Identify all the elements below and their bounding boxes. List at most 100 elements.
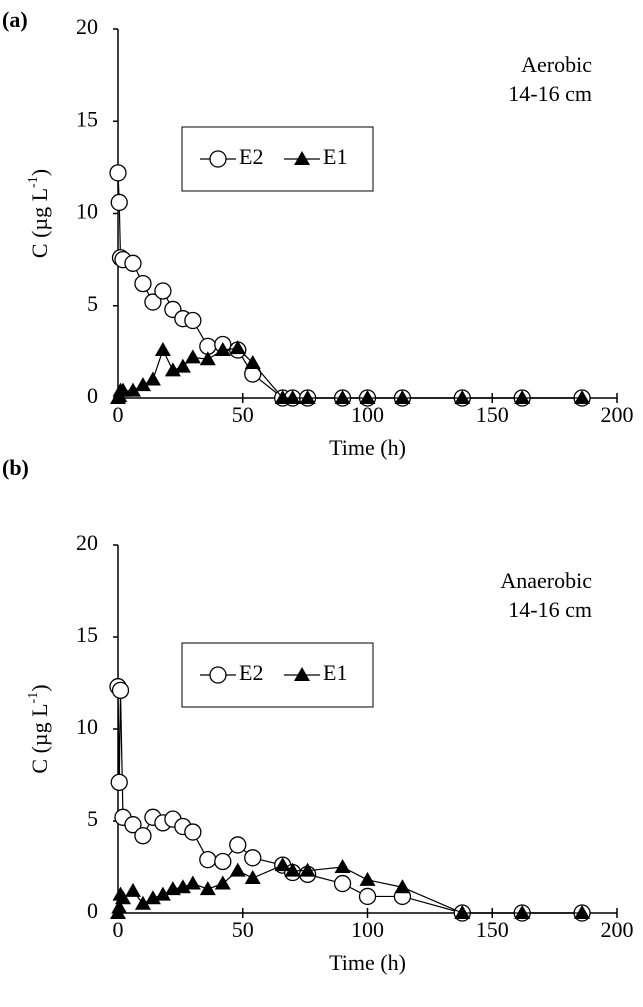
marker-circle	[184, 311, 202, 330]
y-axis-label-superscript: -1	[26, 692, 41, 704]
marker-triangle	[514, 905, 531, 919]
marker-triangle	[114, 890, 131, 905]
marker-circle	[184, 823, 202, 841]
legend-label: E2	[239, 144, 263, 169]
y-axis-label: C (µg L-1)	[26, 169, 52, 258]
y-axis-label-text: C (µg L	[27, 703, 52, 773]
marker-triangle	[154, 342, 171, 357]
legend-marker	[209, 666, 227, 684]
marker-triangle	[334, 859, 351, 873]
x-tick-label: 0	[113, 917, 124, 942]
marker-triangle	[214, 342, 231, 357]
y-tick-label: 10	[76, 199, 98, 224]
series-line	[117, 347, 583, 399]
y-tick-label: 10	[76, 714, 98, 739]
marker-triangle	[244, 354, 261, 369]
legend-marker	[294, 151, 310, 165]
y-tick-label: 5	[87, 806, 98, 831]
marker-triangle	[124, 882, 141, 897]
marker-triangle	[284, 390, 301, 404]
x-tick-label: 150	[476, 917, 509, 942]
panel-label: (a)	[2, 7, 28, 32]
y-tick-label: 15	[76, 106, 98, 131]
annotation: 14-16 cm	[508, 81, 592, 106]
marker-triangle	[359, 390, 376, 404]
x-tick-label: 50	[232, 917, 254, 942]
annotation: Anaerobic	[500, 568, 592, 593]
y-tick-label: 0	[87, 383, 98, 408]
y-axis-label: C (µg L-1)	[26, 684, 52, 773]
legend-marker	[294, 667, 310, 681]
marker-triangle	[184, 349, 201, 364]
marker-triangle	[274, 857, 291, 872]
x-tick-label: 0	[113, 402, 124, 427]
marker-triangle	[574, 390, 591, 404]
y-axis-label-text: C (µg L	[27, 188, 52, 258]
panel-label: (b)	[2, 455, 29, 480]
y-tick-label: 5	[87, 291, 98, 316]
marker-circle	[109, 164, 127, 182]
marker-triangle	[359, 871, 376, 886]
marker-triangle	[144, 890, 161, 905]
marker-circle	[199, 850, 217, 869]
marker-triangle	[174, 879, 191, 894]
marker-triangle	[174, 358, 191, 373]
marker-circle	[124, 816, 142, 834]
series-line	[117, 172, 583, 399]
marker-triangle	[199, 351, 216, 366]
marker-triangle	[299, 862, 316, 877]
marker-triangle	[394, 879, 411, 894]
marker-circle	[244, 849, 262, 867]
marker-triangle	[164, 362, 181, 377]
legend-label: E2	[239, 660, 263, 685]
marker-circle	[333, 874, 352, 893]
marker-circle	[111, 681, 130, 700]
marker-circle	[154, 282, 172, 300]
marker-triangle	[334, 390, 351, 404]
marker-triangle	[214, 875, 231, 890]
marker-triangle	[144, 371, 161, 386]
annotation: Aerobic	[521, 52, 592, 77]
marker-triangle	[134, 377, 151, 392]
marker-triangle	[394, 390, 411, 404]
marker-triangle	[284, 862, 301, 877]
legend-label: E1	[323, 144, 347, 169]
marker-triangle	[514, 390, 531, 404]
marker-circle	[358, 887, 377, 906]
x-axis-label: Time (h)	[329, 950, 406, 975]
marker-circle	[134, 274, 152, 293]
legend-marker	[209, 150, 227, 168]
marker-triangle	[184, 875, 201, 890]
marker-circle	[124, 254, 142, 272]
y-tick-label: 0	[87, 898, 98, 923]
x-tick-label: 200	[601, 917, 634, 942]
marker-circle	[110, 193, 128, 212]
series-line	[117, 686, 583, 914]
marker-triangle	[199, 881, 216, 896]
marker-triangle	[134, 895, 151, 910]
marker-triangle	[299, 390, 316, 404]
marker-triangle	[454, 905, 471, 919]
x-tick-label: 150	[476, 402, 509, 427]
marker-triangle	[574, 905, 591, 919]
marker-triangle	[229, 862, 246, 877]
marker-circle	[214, 852, 232, 871]
marker-circle	[229, 836, 247, 854]
y-tick-label: 20	[76, 530, 98, 555]
legend-label: E1	[323, 660, 347, 685]
marker-triangle	[111, 899, 128, 914]
marker-triangle	[154, 886, 171, 901]
y-tick-label: 15	[76, 622, 98, 647]
y-axis-label-suffix: )	[27, 169, 52, 176]
y-axis-label-superscript: -1	[26, 176, 41, 188]
marker-circle	[134, 827, 152, 845]
marker-triangle	[124, 382, 141, 397]
x-tick-label: 200	[601, 402, 634, 427]
marker-circle	[110, 773, 128, 792]
annotation: 14-16 cm	[508, 597, 592, 622]
x-axis-label: Time (h)	[329, 435, 406, 460]
x-tick-label: 50	[232, 402, 254, 427]
x-tick-label: 100	[351, 917, 384, 942]
marker-triangle	[229, 340, 246, 355]
